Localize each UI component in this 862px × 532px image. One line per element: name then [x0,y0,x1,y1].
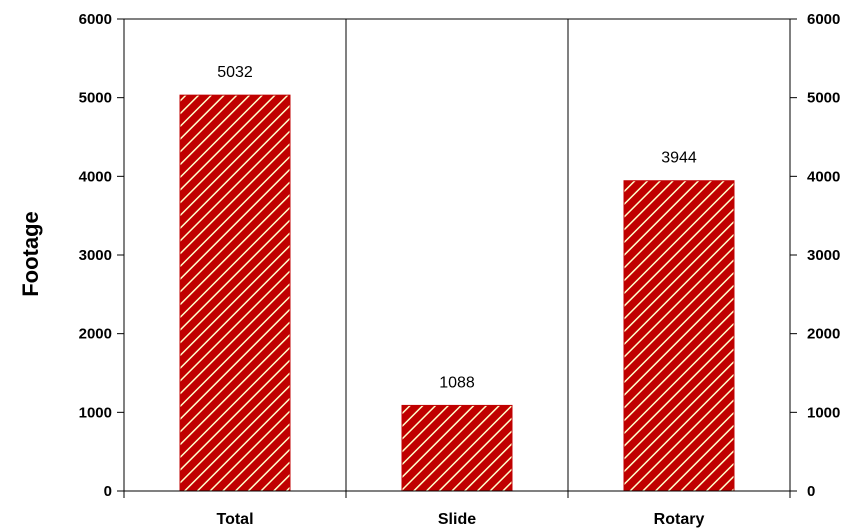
y-tick-label-right: 5000 [807,90,840,107]
bar-slide [401,404,513,492]
labels-layer: 0 1000 2000 3000 4000 5000 6000 0 1000 2000 3000 40… [79,11,841,528]
bar-data-label: 3944 [661,150,697,167]
chart-grid [345,19,569,491]
y-tick-label-right: 0 [807,483,815,500]
x-category-label: Slide [438,511,476,528]
y-axis-title: Footage [18,211,43,297]
bars-layer [179,94,735,492]
x-category-label: Total [216,511,253,528]
y-tick-label-right: 1000 [807,404,840,421]
bar-total [179,94,291,492]
y-tick-label-left: 5000 [79,90,112,107]
y-tick-label-left: 2000 [79,326,112,343]
bar-data-label: 5032 [217,64,253,81]
bar-data-label: 1088 [439,374,475,391]
y-tick-label-right: 2000 [807,326,840,343]
y-tick-label-left: 4000 [79,168,112,185]
y-tick-label-left: 3000 [79,247,112,264]
y-tick-label-left: 6000 [79,11,112,28]
y-tick-label-right: 4000 [807,168,840,185]
bar-rotary [623,180,735,492]
x-category-label: Rotary [654,511,705,528]
axes-layer [117,18,797,498]
y-tick-label-left: 0 [104,483,112,500]
y-tick-label-left: 1000 [79,404,112,421]
y-tick-label-right: 6000 [807,11,840,28]
y-tick-label-right: 3000 [807,247,840,264]
